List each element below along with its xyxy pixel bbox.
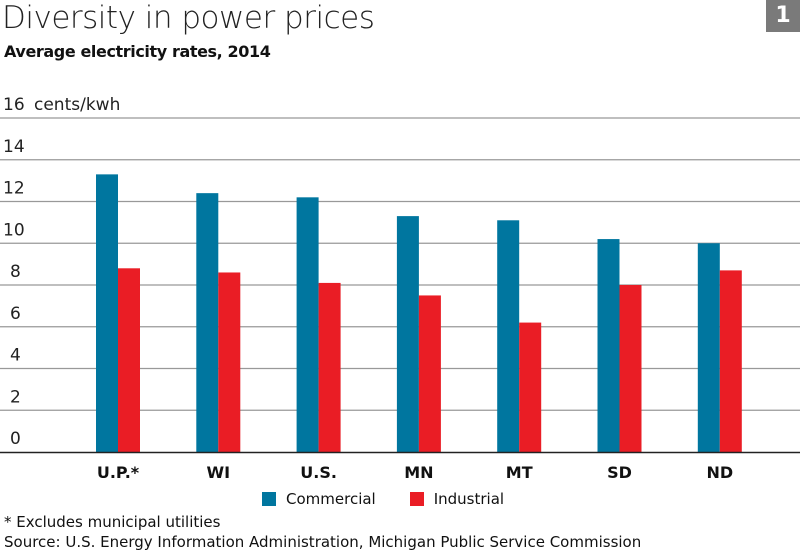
bar-industrial [719, 270, 742, 452]
footnote: * Excludes municipal utilities [4, 513, 221, 531]
bar-commercial [296, 197, 319, 452]
bar-commercial [697, 243, 720, 452]
y-tick-label: 14 [3, 137, 25, 157]
legend-swatch-industrial [409, 492, 424, 506]
bar-industrial [218, 272, 241, 452]
bar-commercial [196, 193, 219, 452]
y-tick-label: 16 [3, 95, 25, 115]
legend: Commercial Industrial [262, 490, 504, 508]
y-tick-label: 12 [3, 179, 25, 199]
bar-chart: 0 2 4 6 8 10 12 14 16 cents/kwh U.P.* WI U.S. MN MT SD N… [0, 95, 800, 482]
y-tick-label: 6 [10, 304, 21, 324]
y-tick-label: 10 [3, 220, 25, 240]
x-tick-label: SD [607, 463, 632, 482]
bar-industrial [519, 322, 542, 452]
bar-commercial [597, 239, 620, 452]
y-tick-label: 0 [10, 429, 21, 449]
y-tick-label: 8 [10, 262, 21, 282]
bar-industrial [418, 295, 441, 452]
x-tick-label: U.P.* [97, 463, 140, 482]
y-tick-label: 4 [10, 346, 21, 366]
bar-industrial [619, 285, 642, 452]
figure-number-badge: 1 [766, 0, 800, 32]
chart-subtitle: Average electricity rates, 2014 [4, 42, 271, 61]
x-tick-label: MN [404, 463, 433, 482]
bar-industrial [318, 282, 341, 452]
legend-swatch-commercial [262, 492, 276, 506]
bar-industrial [118, 268, 140, 452]
legend-item-industrial: Industrial [409, 490, 505, 508]
x-tick-label: ND [706, 463, 733, 482]
x-tick-label: U.S. [300, 463, 337, 482]
bar-commercial [497, 220, 520, 452]
chart-title: Diversity in power prices [2, 0, 375, 36]
x-tick-label: MT [506, 463, 533, 482]
source-note: Source: U.S. Energy Information Administ… [4, 533, 642, 551]
y-tick-label: 2 [10, 387, 21, 407]
y-axis-unit-label: cents/kwh [34, 95, 120, 115]
legend-label-industrial: Industrial [433, 490, 505, 508]
legend-label-commercial: Commercial [286, 490, 376, 508]
x-tick-label: WI [206, 463, 230, 482]
bar-commercial [396, 216, 419, 452]
bar-commercial [96, 174, 118, 453]
legend-item-commercial: Commercial [262, 490, 376, 508]
